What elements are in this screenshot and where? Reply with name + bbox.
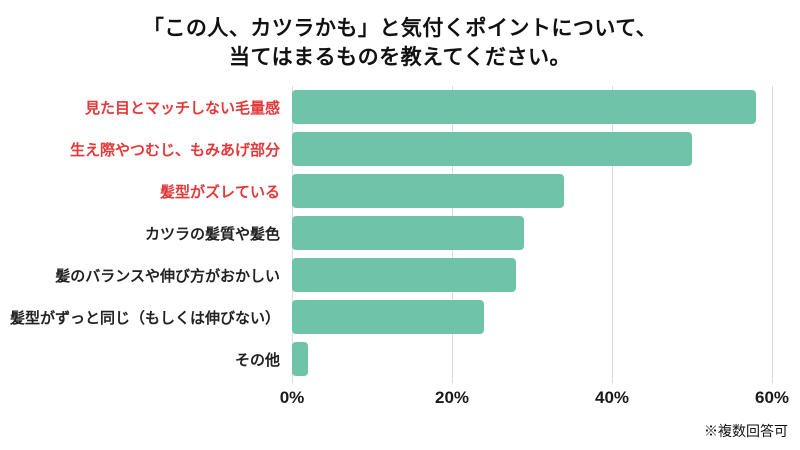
chart-title-line-2: 当てはまるものを教えてください。 — [229, 45, 571, 69]
bar-row: カツラの髪質や髪色 — [0, 212, 800, 254]
x-axis: 0% 20% 40% 60% — [280, 388, 792, 412]
chart-title: 「この人、カツラかも」と気付くポイントについて、 当てはまるものを教えてください… — [0, 14, 800, 72]
bar-row: 生え際やつむじ、もみあげ部分 — [0, 128, 800, 170]
bar-row: その他 — [0, 338, 800, 380]
gridline — [772, 86, 773, 383]
bar-rows: 見た目とマッチしない毛量感生え際やつむじ、もみあげ部分髪型がズレているカツラの髪… — [0, 86, 800, 380]
x-tick-label: 40% — [594, 388, 630, 407]
category-label: カツラの髪質や髪色 — [144, 225, 280, 243]
bar-track — [292, 174, 800, 208]
bar-row: 髪型がずっと同じ（もしくは伸びない） — [0, 296, 800, 338]
bar — [292, 174, 564, 208]
bar-chart: 見た目とマッチしない毛量感生え際やつむじ、もみあげ部分髪型がズレているカツラの髪… — [0, 86, 800, 416]
footnote: ※複数回答可 — [704, 425, 788, 440]
x-tick-label: 60% — [754, 388, 790, 407]
bar-track — [292, 90, 800, 124]
bar-track — [292, 258, 800, 292]
category-label: 見た目とマッチしない毛量感 — [84, 99, 280, 117]
category-label: 髪のバランスや伸び方がおかしい — [55, 267, 280, 285]
bar — [292, 258, 516, 292]
bar-track — [292, 216, 800, 250]
chart-title-line-1: 「この人、カツラかも」と気付くポイントについて、 — [142, 16, 658, 40]
bar — [292, 342, 308, 376]
bar-track — [292, 342, 800, 376]
bar — [292, 216, 524, 250]
category-label: その他 — [234, 351, 280, 369]
category-label: 生え際やつむじ、もみあげ部分 — [69, 141, 280, 159]
category-label: 髪型がズレている — [159, 183, 280, 201]
x-tick-label: 0% — [279, 388, 305, 407]
bar-row: 髪型がズレている — [0, 170, 800, 212]
bar-row: 見た目とマッチしない毛量感 — [0, 86, 800, 128]
bar-track — [292, 300, 800, 334]
bar-track — [292, 132, 800, 166]
bar — [292, 132, 692, 166]
x-tick-label: 20% — [434, 388, 470, 407]
gridline — [612, 86, 613, 383]
category-label: 髪型がずっと同じ（もしくは伸びない） — [9, 309, 280, 327]
bar — [292, 300, 484, 334]
bar-row: 髪のバランスや伸び方がおかしい — [0, 254, 800, 296]
bar — [292, 90, 756, 124]
